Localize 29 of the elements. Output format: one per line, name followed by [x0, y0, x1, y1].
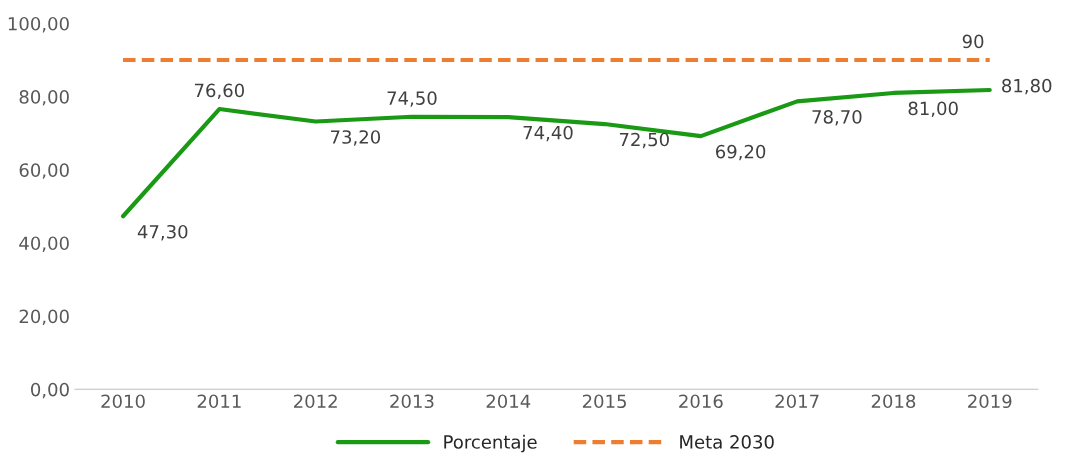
y-tick-label: 40,00: [19, 236, 69, 252]
x-tick-label: 2019: [968, 394, 1012, 409]
y-tick-label: 0,00: [31, 382, 69, 399]
legend-label: Meta 2030: [680, 435, 774, 449]
data-label: 74,40: [523, 125, 573, 142]
data-label: 74,50: [387, 91, 437, 107]
data-label: 81,00: [908, 101, 958, 118]
data-label: 72,50: [619, 132, 669, 149]
data-label: 69,20: [716, 144, 766, 161]
x-tick-label: 2010: [101, 394, 145, 409]
x-tick-label: 2016: [679, 394, 723, 409]
data-label: 73,20: [331, 130, 381, 146]
x-tick-label: 2011: [197, 394, 241, 409]
data-label: 90: [962, 34, 984, 49]
x-tick-label: 2017: [775, 394, 819, 409]
x-tick-label: 2015: [582, 394, 626, 409]
data-label: 81,80: [1002, 78, 1052, 95]
y-tick-label: 60,00: [19, 163, 69, 179]
data-label: 78,70: [812, 110, 862, 126]
y-tick-label: 20,00: [19, 309, 69, 326]
x-tick-label: 2014: [486, 394, 531, 409]
y-tick-label: 100,00: [8, 16, 69, 33]
data-label: 47,30: [137, 224, 188, 241]
x-tick-label: 2012: [294, 394, 337, 409]
data-label: 76,60: [194, 83, 244, 100]
legend-label: Porcentaje: [444, 434, 537, 453]
x-tick-label: 2018: [871, 394, 916, 409]
y-tick-label: 80,00: [19, 90, 69, 106]
x-tick-label: 2013: [390, 394, 434, 409]
